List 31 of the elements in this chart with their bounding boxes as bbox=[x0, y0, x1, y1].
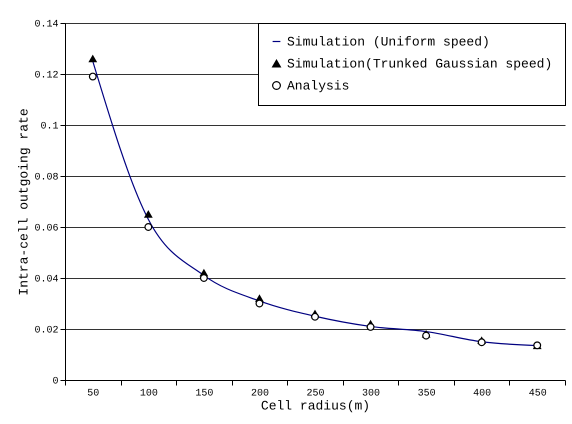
y-tick-label: 0.14 bbox=[34, 20, 58, 30]
legend-label: Analysis bbox=[287, 78, 350, 94]
x-tick-label: 150 bbox=[195, 388, 214, 400]
x-tick-label: 50 bbox=[87, 388, 100, 400]
y-tick-label: 0.12 bbox=[34, 70, 58, 82]
y-tick-label: 0.06 bbox=[34, 224, 58, 234]
y-axis-title: Intra-cell outgoing rate bbox=[16, 108, 32, 296]
x-axis-title: Cell radius(m) bbox=[260, 398, 370, 414]
y-tick-label: 0.04 bbox=[34, 274, 58, 286]
x-tick-label: 350 bbox=[418, 388, 436, 400]
legend-label: Simulation (Uniform speed) bbox=[287, 34, 490, 50]
point bbox=[200, 274, 208, 282]
x-tick-label: 100 bbox=[140, 388, 158, 400]
x-tick-label: 250 bbox=[306, 388, 325, 400]
point bbox=[478, 338, 486, 346]
x-tick-label: 400 bbox=[473, 388, 492, 400]
y-tick-label: 0.08 bbox=[34, 172, 58, 184]
point bbox=[366, 323, 375, 331]
point bbox=[144, 210, 152, 218]
x-tick-label: 450 bbox=[528, 388, 547, 400]
legend-label: Simulation(Trunked Gaussian speed) bbox=[287, 56, 552, 72]
point bbox=[311, 312, 319, 321]
point bbox=[255, 300, 264, 308]
point bbox=[144, 223, 152, 231]
x-tick-label: 200 bbox=[250, 388, 269, 400]
point bbox=[88, 55, 97, 62]
point bbox=[88, 72, 97, 80]
y-tick-label: 0 bbox=[52, 376, 58, 388]
y-tick-label: 0.1 bbox=[40, 122, 58, 132]
x-tick-label: 300 bbox=[362, 388, 380, 400]
y-tick-label: 0.02 bbox=[34, 326, 58, 336]
